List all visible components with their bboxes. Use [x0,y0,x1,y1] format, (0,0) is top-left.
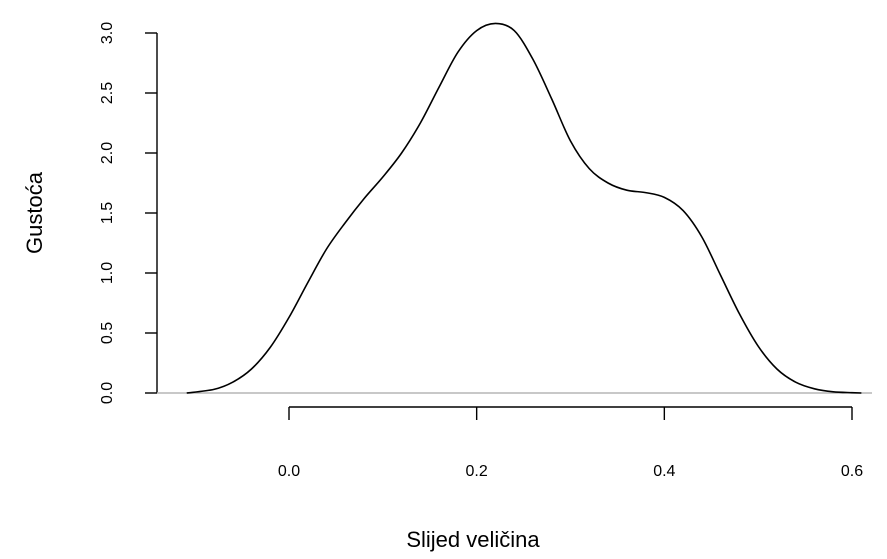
y-axis-title: Gustoća [22,171,47,254]
x-tick-label: 0.6 [841,463,863,480]
x-tick-label: 0.2 [466,463,488,480]
density-curve [186,22,862,394]
x-axis-title: Slijed veličina [406,527,540,552]
x-axis: 0.0 0.2 0.4 0.6 [278,406,863,480]
y-tick-label: 1.5 [99,202,116,224]
y-tick-label: 0.0 [99,382,116,404]
x-tick-label: 0.0 [278,463,300,480]
y-tick-label: 3.0 [99,22,116,44]
y-tick-label: 0.5 [99,322,116,344]
y-axis: 0.0 0.5 1.0 1.5 2.0 2.5 3.0 [99,22,158,404]
x-tick-label: 0.4 [653,463,675,480]
y-tick-label: 2.0 [99,142,116,164]
y-tick-label: 2.5 [99,82,116,104]
y-tick-label: 1.0 [99,262,116,284]
